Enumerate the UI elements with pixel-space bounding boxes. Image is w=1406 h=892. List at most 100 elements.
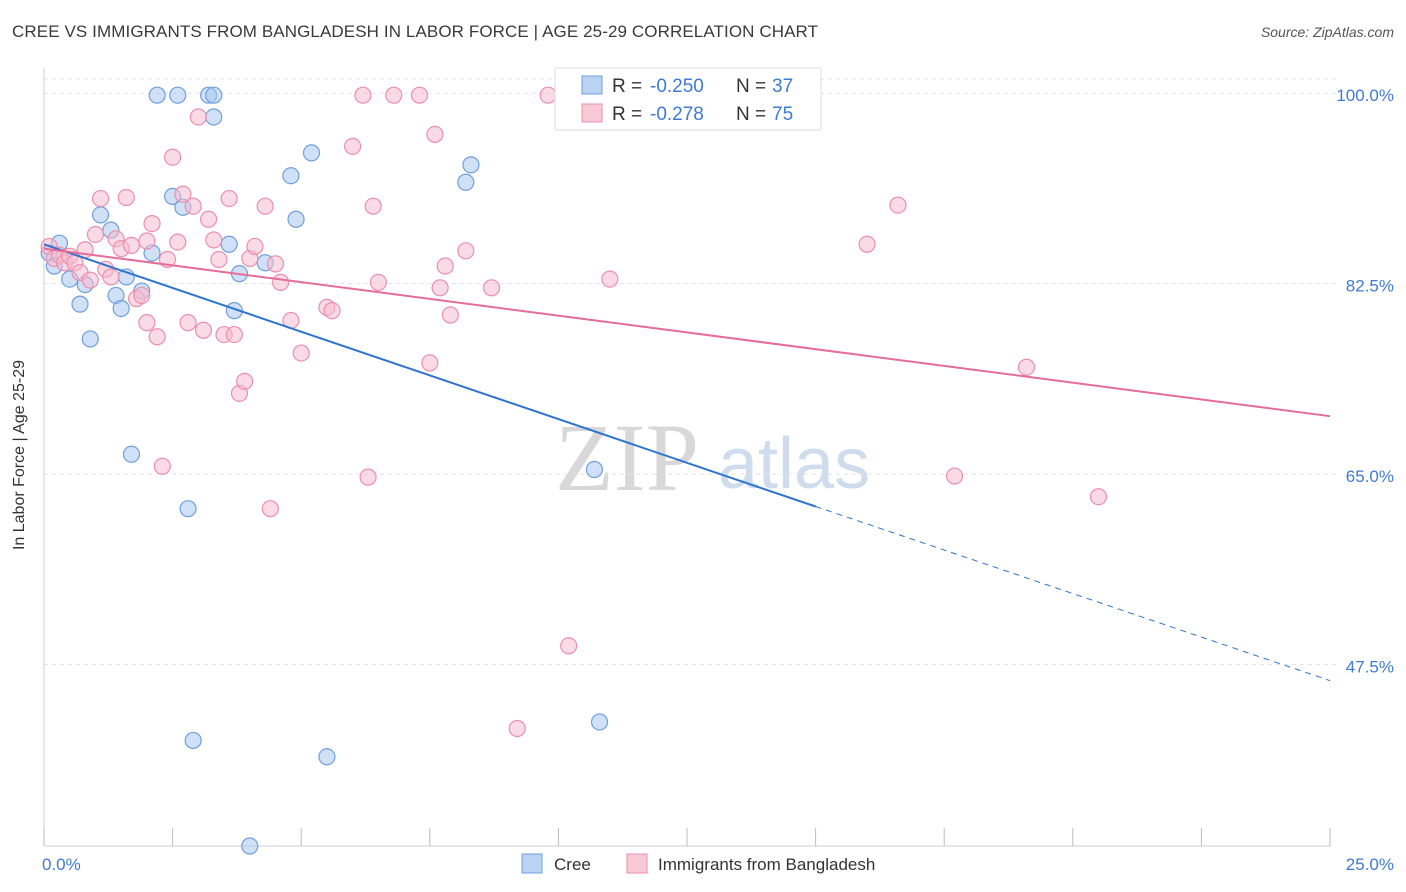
stat-n-value: 37: [772, 76, 793, 97]
legend-label: Cree: [554, 855, 591, 874]
data-point: [462, 156, 480, 174]
data-point: [272, 273, 290, 291]
data-point: [261, 500, 279, 518]
data-point: [122, 236, 141, 254]
data-point: [945, 467, 964, 485]
data-point: [184, 731, 202, 750]
data-point: [138, 314, 156, 332]
data-point: [133, 286, 151, 305]
data-point: [889, 196, 907, 214]
chart-title: CREE VS IMMIGRANTS FROM BANGLADESH IN LA…: [12, 22, 819, 41]
stats-swatch: [581, 103, 603, 123]
data-point: [590, 713, 609, 731]
data-point: [143, 215, 161, 233]
data-point: [91, 189, 110, 208]
y-tick-label: 47.5%: [1346, 657, 1394, 676]
data-point: [91, 206, 110, 224]
data-point: [287, 210, 305, 228]
data-point: [174, 185, 192, 203]
data-point: [102, 268, 120, 286]
trendline-cree-extension: [815, 506, 1331, 682]
data-point: [266, 255, 285, 273]
legend-swatch: [521, 853, 543, 874]
data-point: [601, 270, 619, 288]
stat-r-value: -0.250: [650, 76, 704, 97]
legend-label: Immigrants from Bangladesh: [658, 855, 875, 874]
data-point: [225, 325, 243, 344]
data-point: [220, 235, 238, 253]
data-point: [369, 273, 387, 291]
watermark-atlas: atlas: [718, 424, 870, 504]
data-point: [122, 445, 141, 463]
x-tick-label-max: 25.0%: [1346, 855, 1394, 874]
stats-swatch: [581, 75, 603, 95]
data-point: [344, 137, 362, 155]
data-point: [426, 125, 444, 143]
data-point: [421, 354, 439, 372]
x-tick-label-min: 0.0%: [42, 855, 81, 874]
data-point: [164, 148, 182, 166]
data-point: [354, 86, 372, 104]
data-point: [323, 302, 341, 320]
data-point: [508, 719, 526, 738]
data-point: [153, 457, 171, 475]
data-point: [200, 210, 218, 228]
data-point: [241, 837, 259, 855]
data-point: [169, 233, 187, 251]
data-point: [117, 188, 135, 207]
y-tick-label: 100.0%: [1336, 86, 1394, 105]
legend-swatch: [626, 853, 648, 874]
chart-source: Source: ZipAtlas.com: [1260, 24, 1394, 40]
data-point: [179, 314, 197, 332]
data-point: [282, 167, 300, 185]
watermark-zip: ZIP: [555, 404, 699, 511]
stat-n-value: 75: [772, 104, 793, 125]
trendline-bangladesh: [43, 247, 1331, 418]
data-point: [292, 344, 310, 362]
data-point: [1089, 488, 1108, 506]
data-point: [441, 306, 459, 324]
data-point: [236, 372, 254, 390]
data-point: [1017, 358, 1036, 376]
data-point: [246, 237, 264, 256]
stat-r-label: R =: [612, 104, 642, 125]
data-point: [184, 197, 202, 215]
data-point: [457, 242, 475, 260]
data-point: [86, 225, 105, 244]
data-point: [302, 144, 321, 162]
data-point: [71, 295, 89, 313]
data-point: [81, 330, 99, 348]
data-point: [318, 748, 336, 766]
data-point: [112, 299, 130, 318]
data-point: [410, 86, 429, 104]
data-point: [205, 86, 223, 104]
data-point: [385, 86, 403, 104]
data-point: [256, 197, 274, 215]
stat-n-label: N =: [736, 104, 766, 125]
data-point: [169, 86, 187, 104]
data-point: [148, 328, 166, 346]
stats-legend: R = -0.250 N = 37 R = -0.278 N = 75: [554, 67, 822, 131]
y-tick-label: 65.0%: [1346, 467, 1394, 486]
stat-r-label: R =: [612, 76, 642, 97]
y-tick-label: 82.5%: [1346, 277, 1394, 296]
data-point: [436, 257, 454, 275]
data-point: [205, 231, 223, 249]
data-point: [148, 86, 166, 104]
data-point: [81, 271, 99, 289]
stat-r-value: -0.278: [650, 104, 704, 125]
data-point: [205, 108, 223, 126]
data-point: [431, 279, 449, 297]
stat-n-label: N =: [736, 76, 766, 97]
data-point: [179, 500, 197, 518]
data-point: [364, 197, 382, 215]
data-point: [585, 460, 604, 479]
data-point: [560, 637, 578, 655]
data-point: [194, 321, 213, 339]
data-point: [858, 235, 876, 253]
data-point: [210, 250, 228, 269]
trendline-cree: [43, 243, 816, 508]
data-point: [189, 108, 207, 126]
data-point: [359, 468, 377, 486]
